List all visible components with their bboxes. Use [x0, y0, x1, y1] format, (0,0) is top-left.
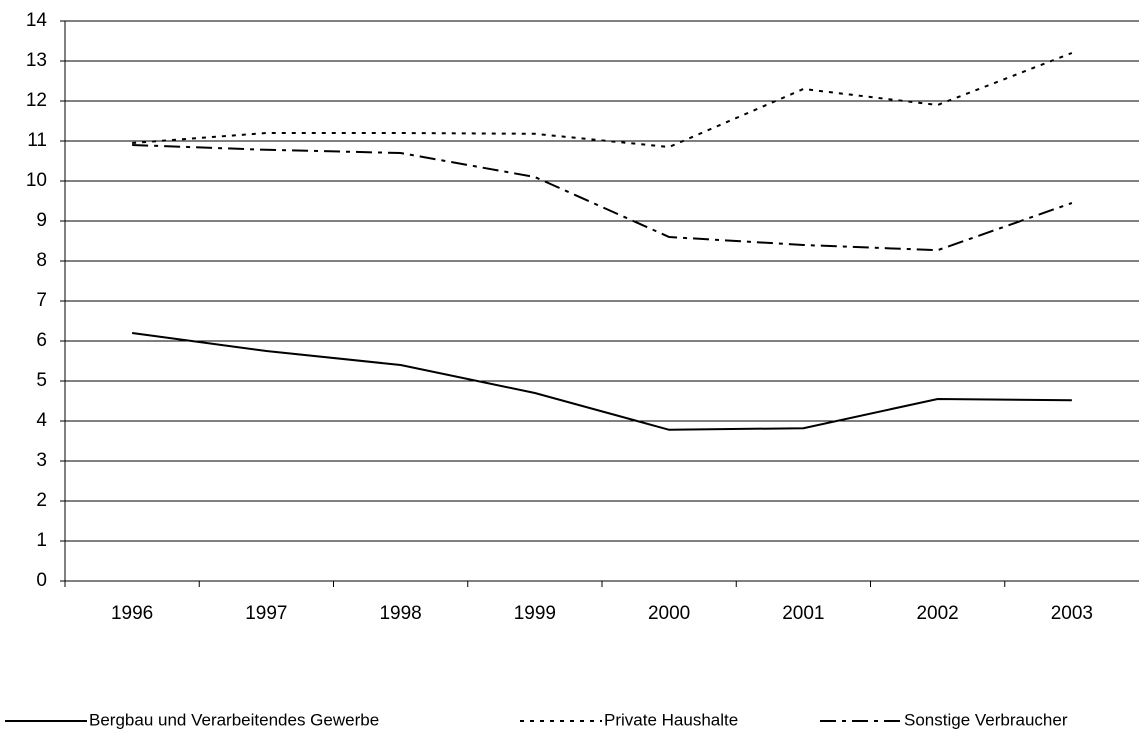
y-tick-label: 5 [36, 370, 47, 391]
y-tick-label: 11 [27, 130, 47, 151]
y-tick-label: 10 [26, 170, 47, 191]
series-line [132, 52, 1073, 149]
series-line [131, 332, 1072, 431]
y-tick-label: 7 [36, 290, 47, 311]
y-tick-label: 8 [36, 250, 47, 271]
x-tick-label: 1998 [379, 603, 421, 624]
x-tick-label: 2003 [1051, 603, 1093, 624]
y-tick-label: 3 [36, 450, 47, 471]
x-tick-label: 1996 [111, 603, 153, 624]
x-tick-label: 2001 [782, 603, 824, 624]
y-tick-label: 2 [36, 490, 47, 511]
x-tick-label: 2000 [648, 603, 690, 624]
y-tick-label: 6 [36, 330, 47, 351]
y-tick-label: 1 [36, 530, 47, 551]
legend-label: Sonstige Verbraucher [904, 710, 1068, 729]
y-tick-label: 12 [26, 90, 47, 111]
x-tick-label: 1997 [245, 603, 287, 624]
series-line [132, 144, 1073, 252]
x-tick-label: 1999 [514, 603, 556, 624]
y-tick-label: 0 [36, 570, 47, 591]
y-tick-label: 13 [26, 50, 47, 71]
x-tick-label: 2002 [916, 603, 958, 624]
y-tick-label: 9 [36, 210, 47, 231]
legend-label: Bergbau und Verarbeitendes Gewerbe [89, 710, 379, 729]
y-tick-label: 14 [26, 10, 48, 31]
y-tick-label: 4 [36, 410, 47, 431]
legend-label: Private Haushalte [604, 710, 738, 729]
